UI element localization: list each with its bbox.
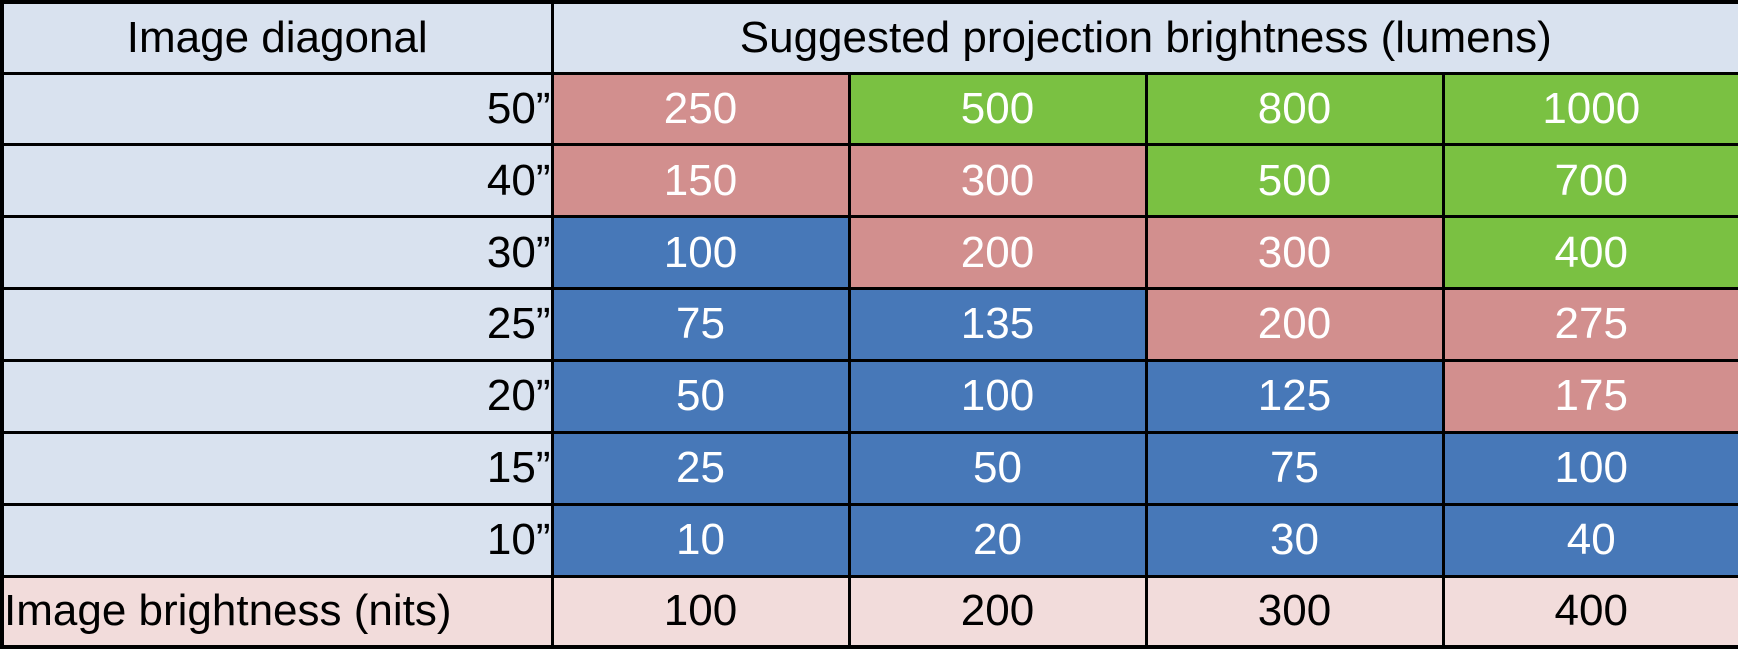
table-cell: 40 — [1441, 502, 1738, 578]
table-row: 30” 100 200 300 400 — [0, 215, 1738, 291]
row-label-40: 40” — [0, 143, 554, 219]
footer-cell: 100 — [550, 574, 851, 649]
row-label-30: 30” — [0, 215, 554, 291]
table-cell: 150 — [550, 143, 851, 219]
table-cell: 20 — [847, 502, 1148, 578]
table-cell: 300 — [1144, 215, 1445, 291]
table-row: 15” 25 50 75 100 — [0, 430, 1738, 506]
table-cell: 200 — [1144, 287, 1445, 362]
footer-cell: 200 — [847, 574, 1148, 649]
table-row: 20” 50 100 125 175 — [0, 358, 1738, 434]
table-cell: 400 — [1441, 215, 1738, 291]
table-cell: 500 — [1144, 143, 1445, 219]
table-cell: 100 — [550, 215, 851, 291]
footer-cell: 400 — [1441, 574, 1738, 649]
table-cell: 250 — [550, 71, 851, 147]
table-row: 10” 10 20 30 40 — [0, 502, 1738, 578]
table-cell: 275 — [1441, 287, 1738, 362]
table-cell: 100 — [847, 358, 1148, 434]
row-label-25: 25” — [0, 287, 554, 362]
header-row: Image diagonal Suggested projection brig… — [0, 0, 1738, 75]
table-row: 25” 75 135 200 275 — [0, 287, 1738, 362]
table-cell: 1000 — [1441, 71, 1738, 147]
table-cell: 50 — [550, 358, 851, 434]
row-header-title: Image diagonal — [0, 0, 554, 75]
table-cell: 135 — [847, 287, 1148, 362]
footer-row: Image brightness (nits) 100 200 300 400 — [0, 574, 1738, 649]
row-label-20: 20” — [0, 358, 554, 434]
table-row: 50” 250 500 800 1000 — [0, 71, 1738, 147]
footer-cell: 300 — [1144, 574, 1445, 649]
row-label-15: 15” — [0, 430, 554, 506]
table-cell: 125 — [1144, 358, 1445, 434]
table-cell: 10 — [550, 502, 851, 578]
table-cell: 100 — [1441, 430, 1738, 506]
table-cell: 25 — [550, 430, 851, 506]
table-cell: 500 — [847, 71, 1148, 147]
row-label-10: 10” — [0, 502, 554, 578]
table-cell: 200 — [847, 215, 1148, 291]
table-cell: 50 — [847, 430, 1148, 506]
table-cell: 800 — [1144, 71, 1445, 147]
table-cell: 75 — [1144, 430, 1445, 506]
table-cell: 175 — [1441, 358, 1738, 434]
table-cell: 30 — [1144, 502, 1445, 578]
table-title: Suggested projection brightness (lumens) — [550, 0, 1738, 75]
row-label-50: 50” — [0, 71, 554, 147]
table-row: 40” 150 300 500 700 — [0, 143, 1738, 219]
footer-label: Image brightness (nits) — [0, 574, 554, 649]
table-cell: 75 — [550, 287, 851, 362]
table-cell: 300 — [847, 143, 1148, 219]
table-cell: 700 — [1441, 143, 1738, 219]
